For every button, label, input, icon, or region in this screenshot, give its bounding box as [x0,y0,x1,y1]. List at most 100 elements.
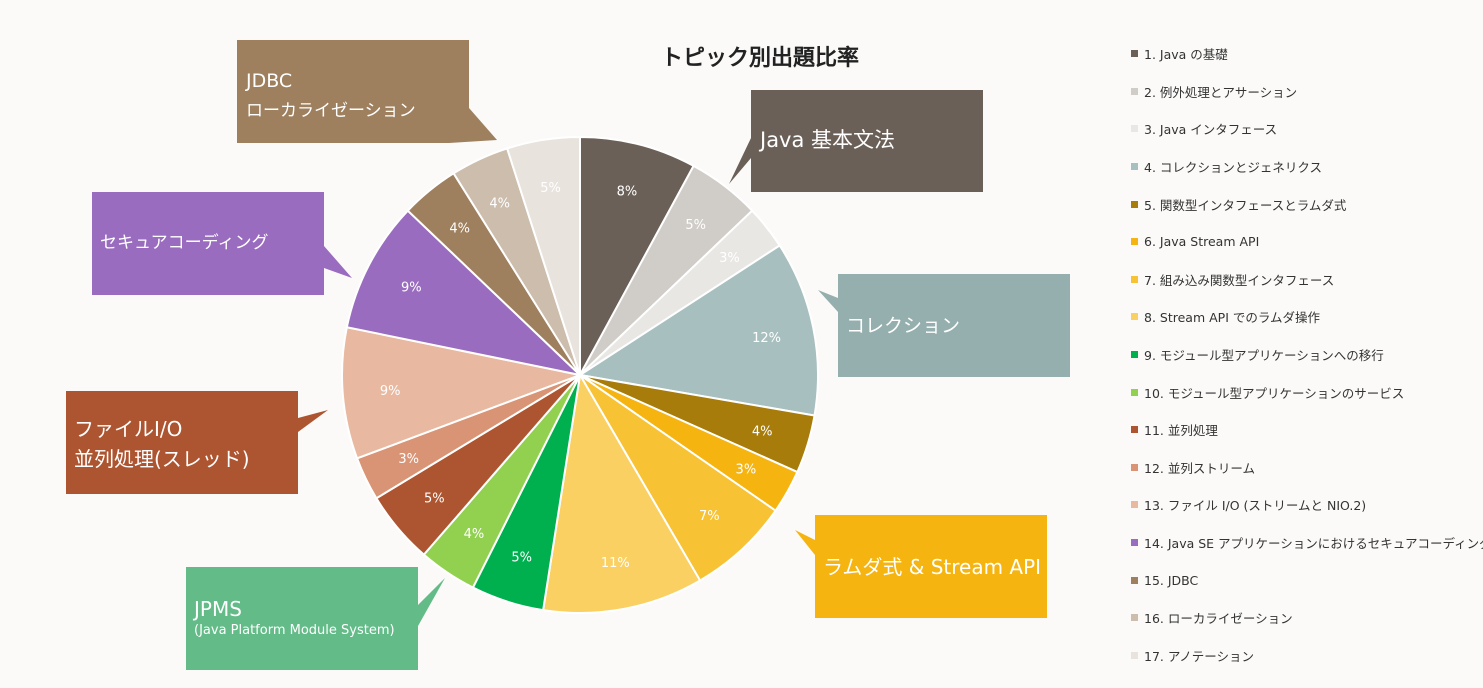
legend-item-3: 3. Java インタフェース [1131,110,1481,148]
legend-item-13: 13. ファイル I/O (ストリームと NIO.2) [1131,486,1481,524]
callout-secure-shape [92,192,352,295]
legend-label: 14. Java SE アプリケーションにおけるセキュアコーディング [1144,536,1483,552]
pie-slice-label-17: 5% [540,181,561,196]
callout-jpms-shape [186,567,445,670]
pie-slice-4 [577,244,819,417]
chart-legend: 1. Java の基礎 2. 例外処理とアサーション 3. Java インタフェース… [1131,35,1483,675]
pie-slice-8 [541,372,702,614]
legend-item-5: 5. 関数型インタフェースとラムダ式 [1131,185,1481,223]
callout-file-line2: 並列処理(スレッド) [74,447,250,471]
legend-label: 13. ファイル I/O (ストリームと NIO.2) [1144,498,1367,514]
callout-secure-box [92,192,352,295]
chart-title: トピック別出題比率 [660,46,859,71]
legend-swatch [1131,576,1138,584]
legend-item-15: 15. JDBC [1131,561,1481,599]
legend-label: 10. モジュール型アプリケーションのサービス [1144,385,1405,401]
legend-item-8: 8. Stream API でのラムダ操作 [1131,298,1481,336]
callout-lambda-box [795,515,1047,618]
legend-item-17: 17. アノテーション [1131,637,1481,675]
legend-label: 3. Java インタフェース [1144,122,1278,138]
callout-lambda: ラムダ式 & Stream API [823,552,1041,582]
callout-jdbc: JDBC ローカライゼーション [246,66,416,126]
legend-label: 16. ローカライゼーション [1144,611,1293,627]
callout-jpms-line1: JPMS [194,597,242,621]
callout-collection-box [818,274,1070,377]
legend-item-16: 16. ローカライゼーション [1131,599,1481,637]
pie-slice-label-13: 9% [380,384,401,399]
legend-swatch [1131,125,1138,133]
pie-slices [341,135,819,614]
legend-label: 1. Java の基礎 [1144,47,1228,63]
pie-slice-label-14: 9% [401,281,422,296]
pie-slice-label-3: 3% [719,251,740,266]
callout-java-shape [729,90,983,192]
legend-label: 2. 例外処理とアサーション [1144,84,1298,100]
pie-slice-label-12: 3% [398,452,419,467]
legend-swatch [1131,351,1138,359]
callout-file-line1: ファイルI/O [74,417,183,441]
pie-slice-label-6: 3% [736,462,757,477]
callout-jpms-sub: (Java Platform Module System) [194,623,395,638]
legend-item-6: 6. Java Stream API [1131,223,1481,261]
callout-collection: コレクション [846,311,960,341]
legend-item-1: 1. Java の基礎 [1131,35,1481,73]
pie-slice-label-2: 5% [685,218,706,233]
legend-item-7: 7. 組み込み関数型インタフェース [1131,261,1481,299]
pie-slice-1 [579,135,695,376]
legend-swatch [1131,388,1138,396]
legend-label: 17. アノテーション [1144,648,1254,664]
callout-file-box [66,391,328,494]
legend-swatch [1131,200,1138,208]
pie-labels: 8% 5% 3% 12% 4% 3% 7% 11% 5% 4% 5% 3% 9% 9% 4% 4% 5% [380,181,781,571]
legend-swatch [1131,275,1138,283]
pie-slice-7 [579,374,777,582]
pie-slice-17 [505,135,581,376]
callout-jdbc-line1: JDBC [246,70,293,92]
pie-slice-label-4: 12% [752,331,781,346]
legend-label: 7. 組み込み関数型インタフェース [1144,272,1335,288]
callout-jdbc-line2: ローカライゼーション [246,101,416,121]
legend-item-11: 11. 並列処理 [1131,411,1481,449]
legend-item-14: 14. Java SE アプリケーションにおけるセキュアコーディング [1131,524,1483,562]
legend-label: 6. Java Stream API [1144,234,1260,250]
legend-swatch [1131,614,1138,622]
callout-file-shape [66,391,328,494]
legend-swatch [1131,87,1138,95]
legend-swatch [1131,463,1138,471]
legend-label: 12. 並列ストリーム [1144,460,1255,476]
callout-collection-shape [818,274,1070,377]
legend-swatch [1131,313,1138,321]
callout-jdbc-box [237,40,497,143]
callout-java-line1: Java 基本文法 [760,128,896,152]
pie-slice-label-11: 5% [424,492,445,507]
legend-swatch [1131,539,1138,547]
pie-slice-label-5: 4% [752,424,773,439]
legend-swatch [1131,651,1138,659]
pie-slice-13 [341,326,584,460]
callout-secure: セキュアコーディング [100,228,268,258]
pie-slice-label-7: 7% [699,509,720,524]
legend-swatch [1131,501,1138,509]
legend-label: 15. JDBC [1144,572,1199,588]
legend-label: 4. コレクションとジェネリクス [1144,160,1323,176]
callout-jpms: JPMS (Java Platform Module System) [194,596,395,640]
pie-slice-label-16: 4% [489,196,510,211]
callout-lambda-shape [795,515,1047,618]
pie-slice-label-1: 8% [617,184,638,199]
callout-secure-line1: セキュアコーディング [100,233,269,253]
callout-file: ファイルI/O 並列処理(スレッド) [74,414,250,474]
pie-slice-label-9: 5% [511,550,532,565]
pie-slice-14 [345,209,584,377]
legend-item-10: 10. モジュール型アプリケーションのサービス [1131,373,1481,411]
legend-item-4: 4. コレクションとジェネリクス [1131,148,1481,186]
legend-label: 8. Stream API でのラムダ操作 [1144,310,1320,326]
legend-item-9: 9. モジュール型アプリケーションへの移行 [1131,336,1481,374]
callout-jpms-box [186,567,445,670]
legend-item-2: 2. 例外処理とアサーション [1131,73,1481,111]
pie-slice-label-15: 4% [449,221,470,236]
legend-label: 5. 関数型インタフェースとラムダ式 [1144,197,1347,213]
legend-label: 9. モジュール型アプリケーションへの移行 [1144,348,1384,364]
legend-swatch [1131,163,1138,171]
callout-collection-line1: コレクション [846,315,961,337]
